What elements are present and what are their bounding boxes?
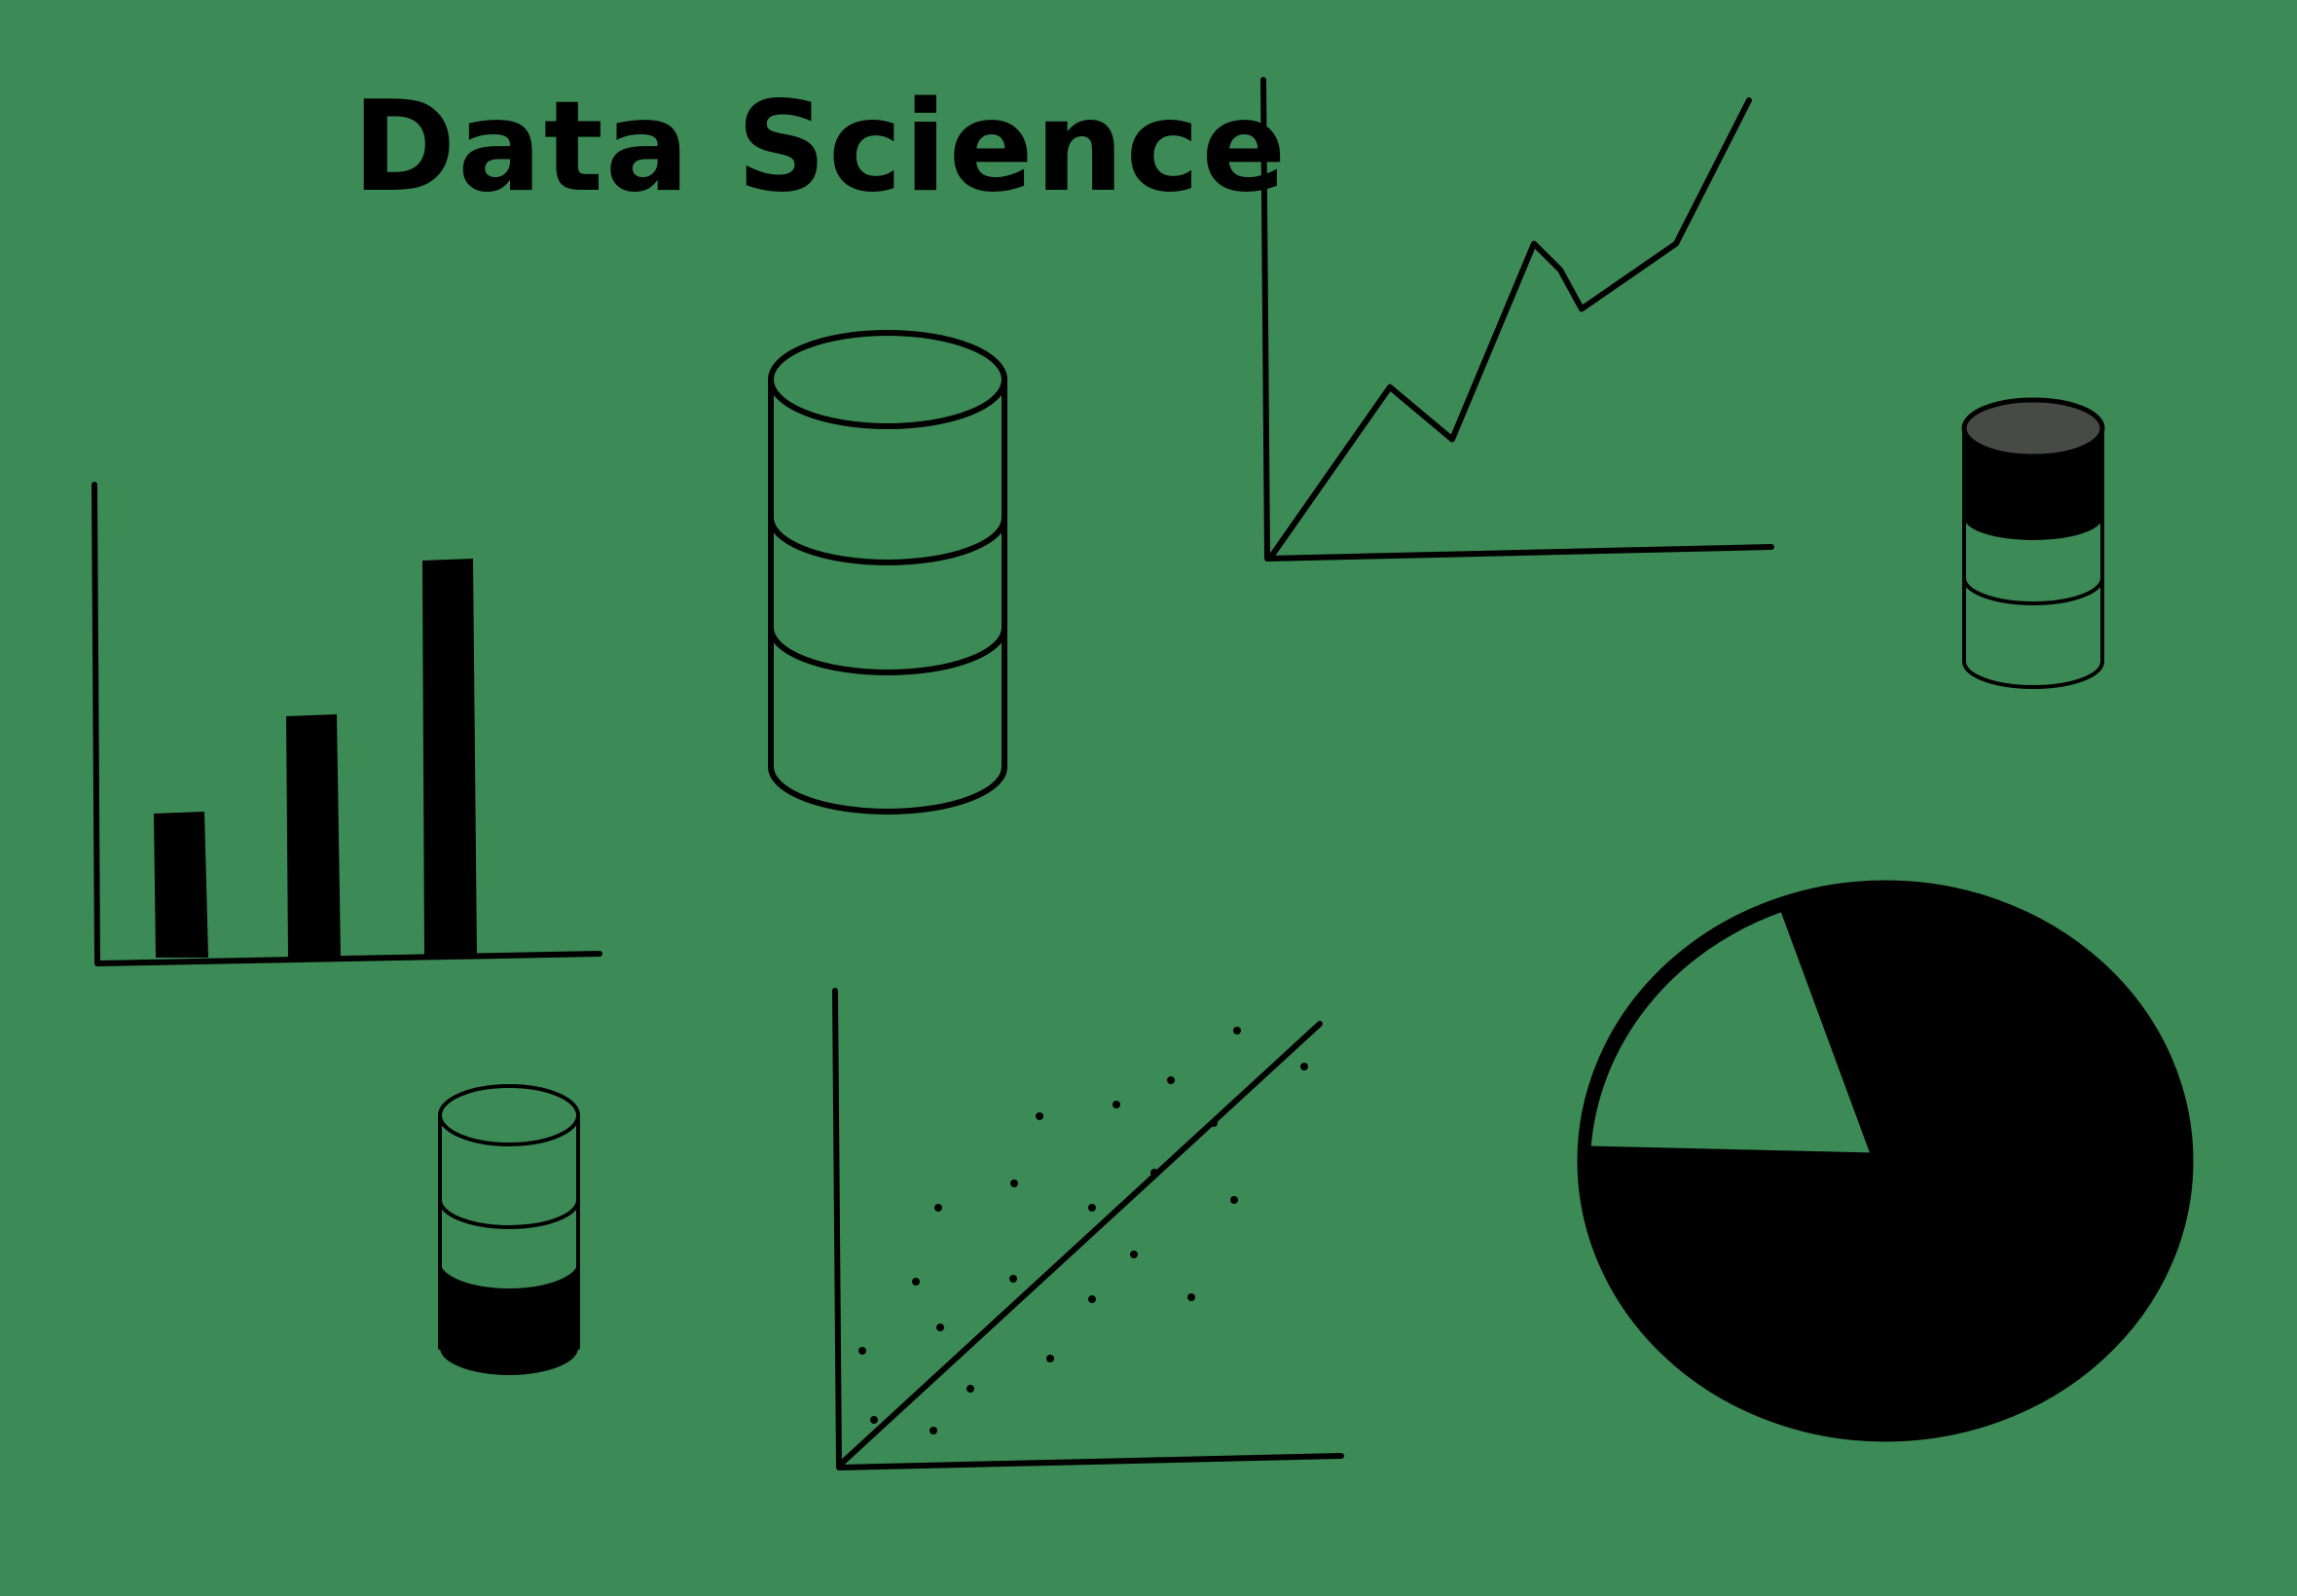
bar-chart-icon	[91, 482, 602, 966]
bar	[286, 714, 341, 958]
small-database-filled-icon	[438, 1084, 580, 1375]
database-cylinder-icon	[768, 330, 1007, 815]
scatter-plot-icon	[832, 988, 1344, 1470]
bar	[422, 559, 477, 958]
line-chart-icon	[1260, 77, 1774, 562]
bar	[154, 812, 208, 958]
page-title: Data Science	[352, 75, 1289, 220]
pie-chart-icon	[1577, 880, 2194, 1442]
small-database-icon	[1961, 397, 2105, 689]
